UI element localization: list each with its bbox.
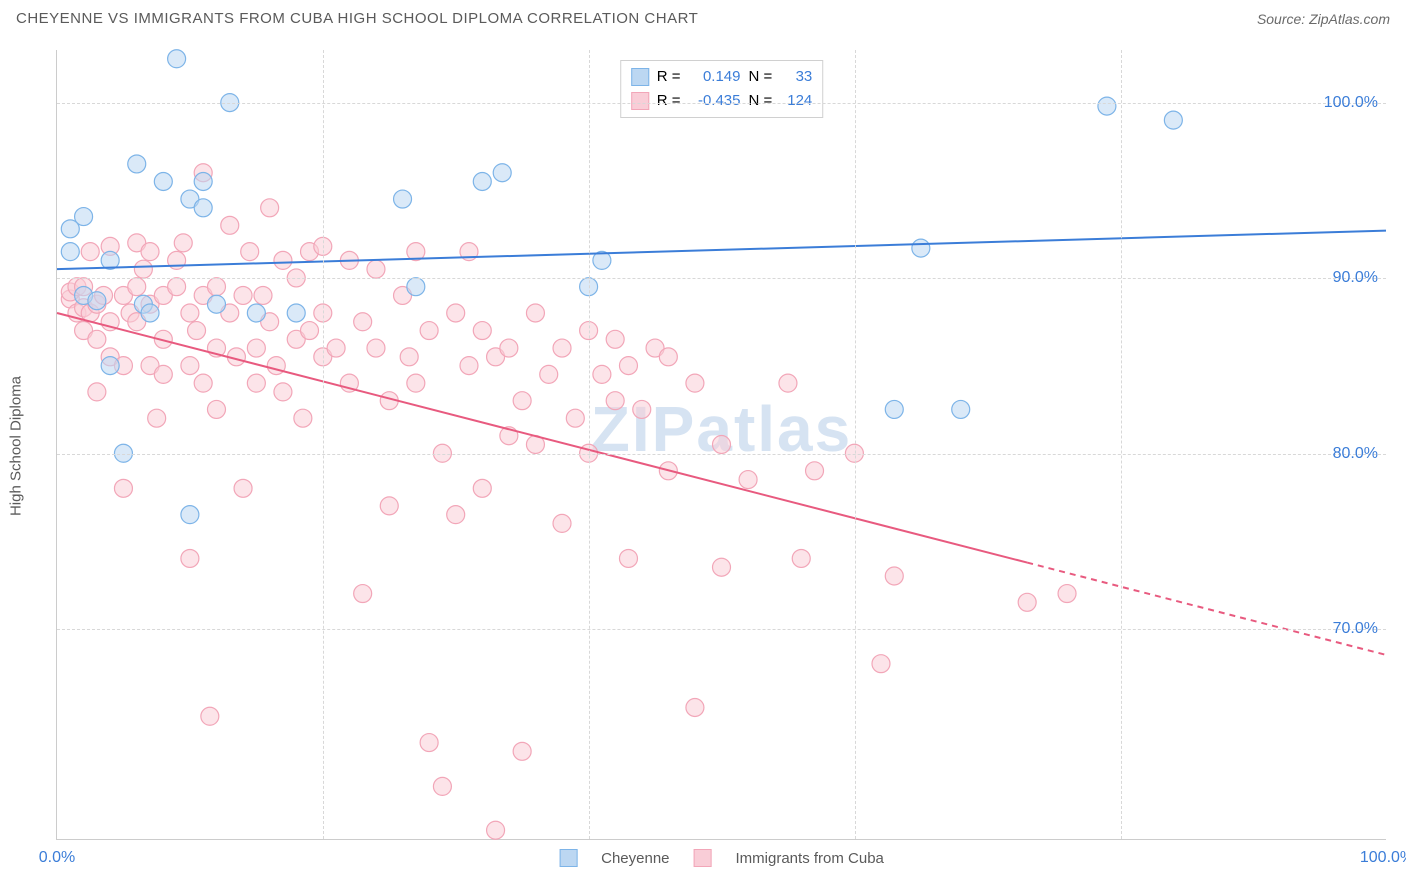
y-axis-label: High School Diploma bbox=[8, 376, 25, 516]
y-tick-label: 80.0% bbox=[1333, 445, 1378, 463]
y-tick-label: 90.0% bbox=[1333, 269, 1378, 287]
legend-row-cheyenne: R = 0.149 N = 33 bbox=[631, 65, 813, 89]
scatter-svg bbox=[57, 50, 1386, 839]
y-tick-label: 70.0% bbox=[1333, 620, 1378, 638]
r-value-cuba: -0.435 bbox=[689, 89, 741, 113]
swatch-cheyenne bbox=[631, 68, 649, 86]
r-value-cheyenne: 0.149 bbox=[689, 65, 741, 89]
chart-plot-area: ZIPatlas R = 0.149 N = 33 R = -0.435 N =… bbox=[56, 50, 1386, 840]
n-value-cheyenne: 33 bbox=[780, 65, 812, 89]
legend-series: Cheyenne Immigrants from Cuba bbox=[559, 849, 884, 867]
chart-title: CHEYENNE VS IMMIGRANTS FROM CUBA HIGH SC… bbox=[16, 10, 698, 27]
legend-label-cheyenne: Cheyenne bbox=[601, 850, 669, 867]
legend-correlation: R = 0.149 N = 33 R = -0.435 N = 124 bbox=[620, 60, 824, 118]
x-tick-label: 0.0% bbox=[39, 849, 75, 867]
title-bar: CHEYENNE VS IMMIGRANTS FROM CUBA HIGH SC… bbox=[0, 0, 1406, 33]
x-tick-label: 100.0% bbox=[1360, 849, 1406, 867]
y-tick-label: 100.0% bbox=[1324, 94, 1378, 112]
legend-label-cuba: Immigrants from Cuba bbox=[736, 850, 884, 867]
source-label: Source: ZipAtlas.com bbox=[1257, 11, 1390, 27]
swatch-cuba bbox=[631, 92, 649, 110]
n-value-cuba: 124 bbox=[780, 89, 812, 113]
swatch-cuba-bottom bbox=[694, 849, 712, 867]
legend-row-cuba: R = -0.435 N = 124 bbox=[631, 89, 813, 113]
swatch-cheyenne-bottom bbox=[559, 849, 577, 867]
